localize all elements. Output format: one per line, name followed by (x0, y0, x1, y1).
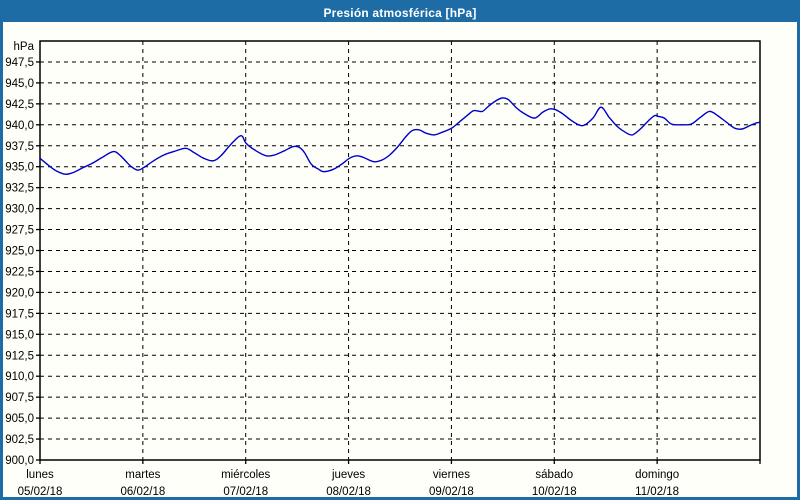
x-day-label: miércoles (221, 469, 270, 481)
y-tick-label: 902,5 (5, 434, 34, 446)
y-tick-label: 920,0 (5, 287, 34, 299)
window-titlebar: Presión atmosférica [hPa] (3, 3, 797, 22)
x-date-label: 10/02/18 (532, 486, 577, 497)
y-tick-label: 922,5 (5, 266, 34, 278)
y-tick-label: 915,0 (5, 329, 34, 341)
y-tick-label: 917,5 (5, 308, 34, 320)
y-tick-label: 937,5 (5, 141, 34, 153)
y-tick-label: 910,0 (5, 371, 34, 383)
y-tick-label: 907,5 (5, 392, 34, 404)
pressure-series-line (39, 97, 761, 175)
x-axis-grid: lunes 05/02/18 martes 06/02/18 miércoles 07/0… (18, 41, 761, 497)
y-tick-label: 932,5 (5, 183, 34, 195)
x-day-label: sábado (535, 469, 573, 481)
plot-frame (39, 40, 761, 461)
y-tick-label: 940,0 (5, 120, 34, 132)
x-day-label: lunes (26, 469, 54, 481)
y-tick-label: 927,5 (5, 225, 34, 237)
y-axis-grid: 947,5 945,0 942,5 940,0 937,5 935,0 932,5 930,0… (5, 57, 760, 467)
y-tick-label: 905,0 (5, 413, 34, 425)
y-tick-label: 912,5 (5, 350, 34, 362)
x-day-label: domingo (635, 469, 679, 481)
y-axis-unit-label: hPa (14, 41, 35, 53)
x-day-label: martes (125, 469, 160, 481)
y-tick-label: 945,0 (5, 78, 34, 90)
x-date-label: 08/02/18 (326, 486, 371, 497)
y-tick-label: 900,0 (5, 455, 34, 467)
x-day-label: jueves (331, 469, 365, 481)
window-title: Presión atmosférica [hPa] (323, 5, 477, 20)
pressure-chart: 947,5 945,0 942,5 940,0 937,5 935,0 932,5 930,0… (5, 40, 761, 497)
y-tick-label: 925,0 (5, 246, 34, 258)
x-date-label: 11/02/18 (635, 486, 679, 497)
x-date-label: 09/02/18 (429, 486, 474, 497)
x-date-label: 05/02/18 (18, 486, 63, 497)
y-tick-label: 947,5 (5, 57, 34, 69)
y-tick-label: 935,0 (5, 162, 34, 174)
y-tick-label: 942,5 (5, 99, 34, 111)
y-tick-label: 930,0 (5, 204, 34, 216)
x-day-label: viernes (433, 469, 470, 481)
x-date-label: 07/02/18 (223, 486, 268, 497)
x-date-label: 06/02/18 (120, 486, 165, 497)
